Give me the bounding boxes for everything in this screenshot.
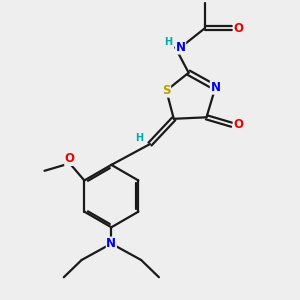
Text: O: O	[233, 118, 243, 131]
Text: O: O	[65, 152, 75, 165]
Text: N: N	[210, 81, 220, 94]
Text: S: S	[162, 84, 171, 97]
Text: N: N	[176, 41, 186, 54]
Text: N: N	[106, 237, 116, 250]
Text: O: O	[233, 22, 243, 34]
Text: H: H	[164, 37, 172, 47]
Text: H: H	[135, 133, 143, 142]
